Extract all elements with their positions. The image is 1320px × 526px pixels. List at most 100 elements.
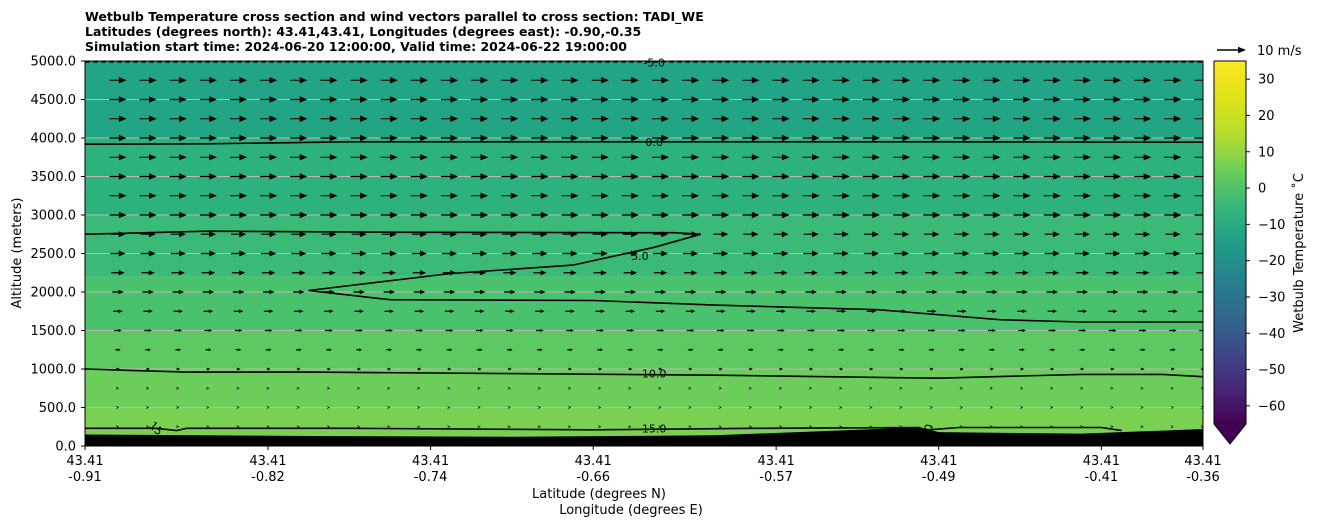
- wind-arrow: [1078, 329, 1087, 332]
- wind-arrow: [202, 289, 215, 295]
- wind-arrow: [231, 270, 246, 276]
- wind-arrow: [743, 231, 759, 238]
- wind-arrow: [380, 77, 398, 84]
- wind-arrow: [261, 250, 277, 257]
- wind-arrow: [802, 77, 820, 84]
- wind-arrow: [959, 348, 965, 352]
- colorbar-tick-label: 10: [1258, 145, 1275, 160]
- wind-arrow: [350, 115, 368, 122]
- y-tick-label: 500.0: [39, 401, 76, 416]
- wind-arrow: [593, 270, 607, 276]
- contour-label: 5.0: [631, 250, 649, 263]
- wind-arrow: [714, 270, 728, 276]
- wind-arrow: [1134, 77, 1152, 84]
- wind-arrow: [568, 425, 572, 429]
- wind-arrow: [141, 270, 155, 276]
- wind-arrow: [983, 192, 1001, 199]
- wind-arrow: [1164, 211, 1182, 219]
- wind-arrow: [199, 173, 217, 180]
- wind-arrow: [531, 115, 549, 122]
- wind-arrow: [1104, 96, 1122, 103]
- wind-arrow: [109, 115, 127, 122]
- wind-arrow: [809, 367, 814, 371]
- wind-arrow: [954, 250, 970, 257]
- wind-arrow: [1167, 289, 1179, 295]
- wind-arrow: [621, 134, 639, 142]
- wind-arrow: [717, 329, 725, 332]
- wind-arrow: [323, 289, 335, 295]
- colorbar-extend-triangle: [1214, 424, 1246, 444]
- wind-arrow: [1164, 77, 1182, 84]
- wind-arrow: [990, 386, 993, 390]
- wind-arrow: [260, 134, 278, 142]
- wind-arrow: [772, 115, 790, 122]
- wind-arrow: [561, 115, 579, 122]
- contour-line-10.0: [85, 368, 1203, 380]
- wind-arrow: [501, 77, 519, 84]
- wind-arrow: [501, 134, 519, 142]
- wind-arrow: [532, 250, 548, 257]
- wind-arrow: [110, 250, 126, 257]
- wind-arrow: [1043, 134, 1061, 142]
- x-axis-label-lat: Latitude (degrees N): [532, 487, 666, 502]
- x-tick-label-lat: 43.41: [412, 454, 449, 469]
- wind-arrow: [772, 211, 790, 219]
- wind-arrow: [320, 154, 338, 161]
- wind-arrow: [682, 134, 700, 142]
- wind-arrow: [832, 115, 850, 122]
- wind-arrow: [806, 309, 816, 314]
- wind-arrow: [598, 406, 602, 409]
- wind-arrow: [960, 367, 964, 371]
- wind-arrow: [1043, 211, 1061, 219]
- wind-arrow: [531, 192, 549, 199]
- wind-arrow: [1073, 77, 1091, 84]
- x-tick-label-lat: 43.41: [758, 454, 795, 469]
- wind-arrow: [231, 250, 247, 257]
- wind-arrow: [1165, 250, 1181, 257]
- wind-arrow: [169, 134, 187, 142]
- wind-arrow: [862, 115, 880, 122]
- wind-arrow: [832, 173, 850, 180]
- wind-arrow: [717, 348, 724, 352]
- wind-arrow: [531, 96, 549, 103]
- wind-arrow: [591, 96, 609, 103]
- wind-arrow: [621, 211, 639, 219]
- wind-arrow: [1194, 195, 1203, 197]
- wind-arrow: [1104, 173, 1122, 180]
- wind-arrow: [380, 134, 398, 142]
- wind-arrow: [983, 77, 1001, 84]
- wind-arrow: [176, 386, 180, 390]
- wind-arrow: [955, 270, 969, 276]
- wind-arrow: [1194, 98, 1203, 101]
- x-tick-label-lon: -0.66: [576, 470, 610, 485]
- wind-arrow: [538, 367, 542, 371]
- wind-arrow: [1109, 348, 1116, 352]
- wind-arrow: [682, 96, 700, 103]
- wind-arrow: [139, 96, 157, 103]
- wind-arrow: [381, 231, 397, 238]
- wind-arrow: [713, 250, 729, 257]
- wind-arrow: [145, 348, 151, 352]
- wind-arrow: [263, 289, 275, 295]
- wind-arrow: [862, 96, 880, 103]
- wind-arrow: [986, 289, 998, 295]
- wind-arrow: [928, 348, 935, 352]
- wind-arrow: [654, 289, 667, 295]
- wind-arrow: [175, 348, 182, 352]
- wind-vectors: [109, 77, 1203, 429]
- wind-arrow: [1013, 77, 1031, 84]
- wind-arrow: [293, 289, 305, 295]
- title-line-1: Wetbulb Temperature cross section and wi…: [85, 9, 704, 24]
- wind-arrow: [987, 309, 997, 314]
- wind-arrow: [658, 425, 662, 429]
- wind-arrow: [236, 367, 241, 371]
- fill-band-3: [85, 276, 1203, 331]
- wind-arrow: [296, 425, 300, 429]
- wind-arrow: [200, 231, 216, 238]
- wind-arrow: [835, 289, 847, 295]
- wind-arrow: [230, 173, 248, 180]
- wind-arrow: [410, 211, 428, 219]
- wind-arrow: [567, 348, 573, 352]
- wind-arrow: [1194, 214, 1203, 216]
